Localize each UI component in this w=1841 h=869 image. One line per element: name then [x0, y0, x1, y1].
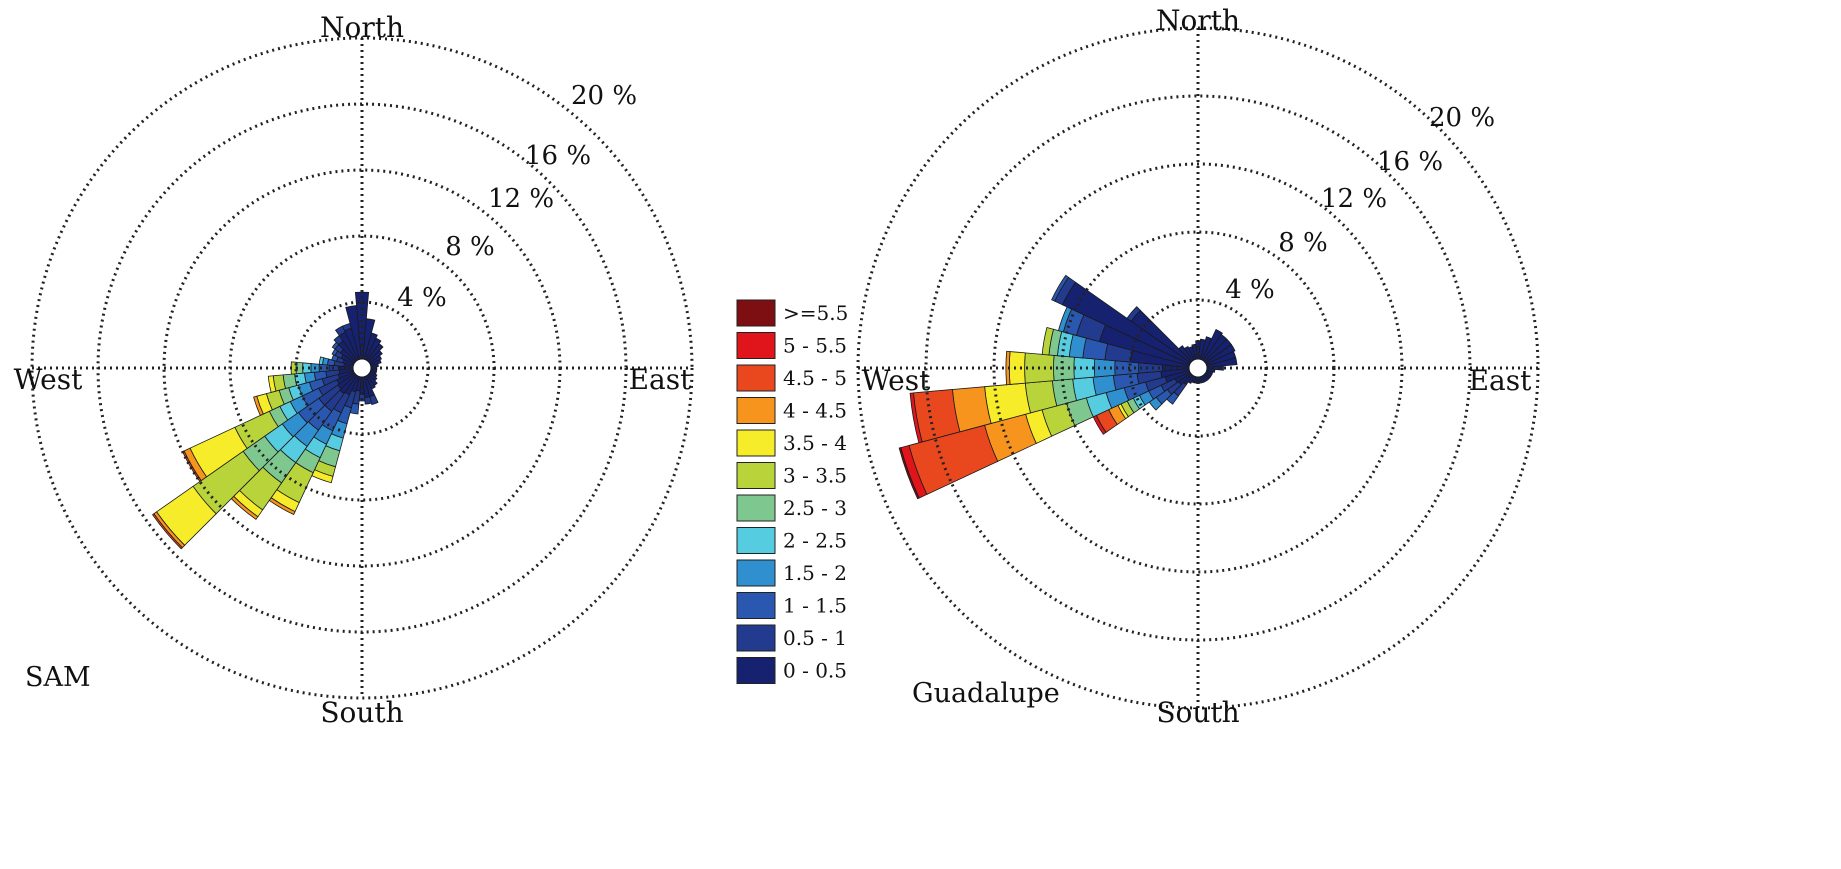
legend-label: 0 - 0.5 [783, 659, 847, 683]
petal-segment-280-bin-6 [1041, 327, 1054, 356]
petal-segment-270-bin-8 [1005, 350, 1011, 386]
legend-swatch [736, 429, 776, 457]
petal-segment-30-bin-0 [1197, 328, 1223, 369]
petal-segment-60-bin-0 [1197, 344, 1236, 369]
legend-swatch [736, 397, 776, 424]
petal-segment-90-bin-0 [1197, 365, 1224, 371]
ring-label: 8 % [445, 232, 495, 262]
legend-swatch [736, 462, 776, 489]
direction-label-north: North [320, 11, 404, 44]
ring-label: 16 % [525, 141, 591, 171]
legend-swatch [736, 364, 776, 392]
legend-swatch [736, 592, 776, 619]
center-hole [352, 358, 372, 378]
ring-label: 8 % [1278, 228, 1328, 258]
legend-swatch [736, 559, 776, 587]
legend-label: 1.5 - 2 [783, 561, 847, 585]
legend-label: 0.5 - 1 [783, 626, 847, 650]
wind-rose-guadalupe: 4 %8 % 12 % 16 % 20 % North South West East Guad… [856, 4, 1540, 729]
direction-label-west: West [14, 363, 83, 396]
legend-label: 2 - 2.5 [783, 529, 847, 553]
petal-segment-270-bin-7 [1008, 351, 1026, 385]
legend-swatch [736, 299, 776, 327]
direction-label-west: West [862, 364, 931, 397]
legend-swatch [736, 332, 776, 359]
legend-label: 2.5 - 3 [783, 496, 847, 520]
speed-legend: >=5.5 5 - 5.5 4.5 - 5 4 - 4.5 3.5 - 4 3 - 3.5… [736, 299, 848, 684]
petal-segment-310-bin-1 [1126, 306, 1141, 322]
legend-swatch [736, 624, 776, 652]
direction-label-south: South [1156, 696, 1239, 729]
petal-segment-280-bin-4 [318, 356, 325, 365]
ring-label: 4 % [397, 283, 447, 313]
legend-swatch [736, 494, 776, 522]
wind-rose-sam: 4 % 8 % 12 % 16 % 20 % North South West East SAM [14, 11, 694, 729]
petal-segment-350-bin-0 [345, 305, 363, 369]
direction-label-south: South [320, 696, 403, 729]
ring-label: 20 % [1429, 103, 1495, 133]
petal-segment-260-bin-7 [267, 375, 277, 393]
ring-label: 12 % [488, 184, 554, 214]
direction-label-north: North [1156, 4, 1240, 37]
legend-label: >=5.5 [783, 301, 848, 325]
panel-label: Guadalupe [912, 678, 1060, 709]
legend-swatch [736, 657, 776, 684]
legend-label: 5 - 5.5 [783, 334, 847, 358]
petal-segment-80-bin-0 [1197, 357, 1238, 369]
petal-segment-170-bin-1 [364, 396, 372, 405]
ring-12 [992, 162, 1404, 574]
direction-label-east: East [1469, 364, 1533, 397]
petal-segment-250-bin-11 [898, 447, 920, 500]
ring-label: 12 % [1321, 184, 1387, 214]
legend-label: 4.5 - 5 [783, 366, 847, 390]
legend-label: 1 - 1.5 [783, 594, 847, 618]
petal-segment-260-bin-10 [909, 392, 923, 444]
ring-label: 4 % [1225, 275, 1275, 305]
petal-segment-0-bin-0 [354, 291, 370, 369]
legend-label: 3 - 3.5 [783, 464, 847, 488]
center-hole [1188, 358, 1208, 378]
direction-label-east: East [629, 363, 693, 396]
panel-label: SAM [25, 662, 91, 693]
petal-segment-160-bin-1 [369, 394, 379, 406]
petal-segment-230-bin-9 [151, 513, 183, 550]
legend-swatch [736, 527, 776, 554]
ring-label: 16 % [1377, 147, 1443, 177]
petal-segment-250-bin-8 [253, 395, 264, 416]
legend-label: 4 - 4.5 [783, 399, 847, 423]
legend-label: 3.5 - 4 [783, 431, 847, 455]
petal-segment-270-bin-4 [1073, 356, 1096, 380]
petal-segment-300-bin-2 [1051, 274, 1070, 302]
ring-label: 20 % [571, 81, 637, 111]
